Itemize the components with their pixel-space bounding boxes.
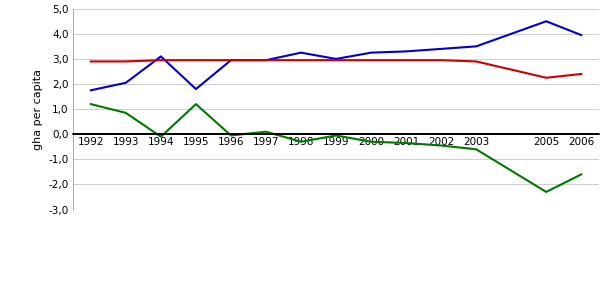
ecological footprint xyxy=(332,57,340,61)
Line: biocapacity: biocapacity xyxy=(91,60,581,78)
biocapacity xyxy=(332,58,340,62)
ecological deficit xyxy=(227,134,235,137)
biocapacity xyxy=(87,60,95,63)
ecological deficit xyxy=(437,144,445,147)
ecological deficit xyxy=(472,148,480,151)
ecological deficit xyxy=(192,102,200,106)
ecological footprint xyxy=(227,58,235,62)
ecological deficit xyxy=(122,111,130,115)
biocapacity xyxy=(403,58,410,62)
biocapacity xyxy=(262,58,269,62)
ecological footprint xyxy=(122,81,130,84)
ecological footprint xyxy=(298,51,305,54)
ecological deficit xyxy=(403,141,410,145)
ecological deficit xyxy=(298,140,305,143)
biocapacity xyxy=(367,58,375,62)
biocapacity xyxy=(298,58,305,62)
ecological footprint xyxy=(157,55,164,58)
ecological deficit xyxy=(87,102,95,106)
biocapacity xyxy=(577,72,585,76)
Line: ecological deficit: ecological deficit xyxy=(91,104,581,192)
ecological footprint xyxy=(577,33,585,37)
biocapacity xyxy=(192,58,200,62)
ecological footprint xyxy=(403,50,410,53)
biocapacity xyxy=(472,60,480,63)
ecological footprint xyxy=(192,87,200,91)
biocapacity xyxy=(543,76,550,79)
Y-axis label: gha per capita: gha per capita xyxy=(32,69,43,150)
ecological footprint xyxy=(87,88,95,92)
Line: ecological footprint: ecological footprint xyxy=(91,21,581,90)
ecological deficit xyxy=(332,134,340,137)
biocapacity xyxy=(122,60,130,63)
ecological deficit xyxy=(577,173,585,176)
ecological footprint xyxy=(543,19,550,23)
ecological deficit xyxy=(262,130,269,134)
ecological deficit xyxy=(367,140,375,143)
ecological deficit xyxy=(543,190,550,194)
biocapacity xyxy=(227,58,235,62)
ecological footprint xyxy=(437,47,445,51)
ecological footprint xyxy=(262,58,269,62)
Legend: ecological footprint, biocapacity, ecological deficit: ecological footprint, biocapacity, ecolo… xyxy=(145,289,527,291)
ecological footprint xyxy=(367,51,375,54)
biocapacity xyxy=(157,58,164,62)
ecological deficit xyxy=(157,135,164,139)
biocapacity xyxy=(437,58,445,62)
ecological footprint xyxy=(472,45,480,48)
